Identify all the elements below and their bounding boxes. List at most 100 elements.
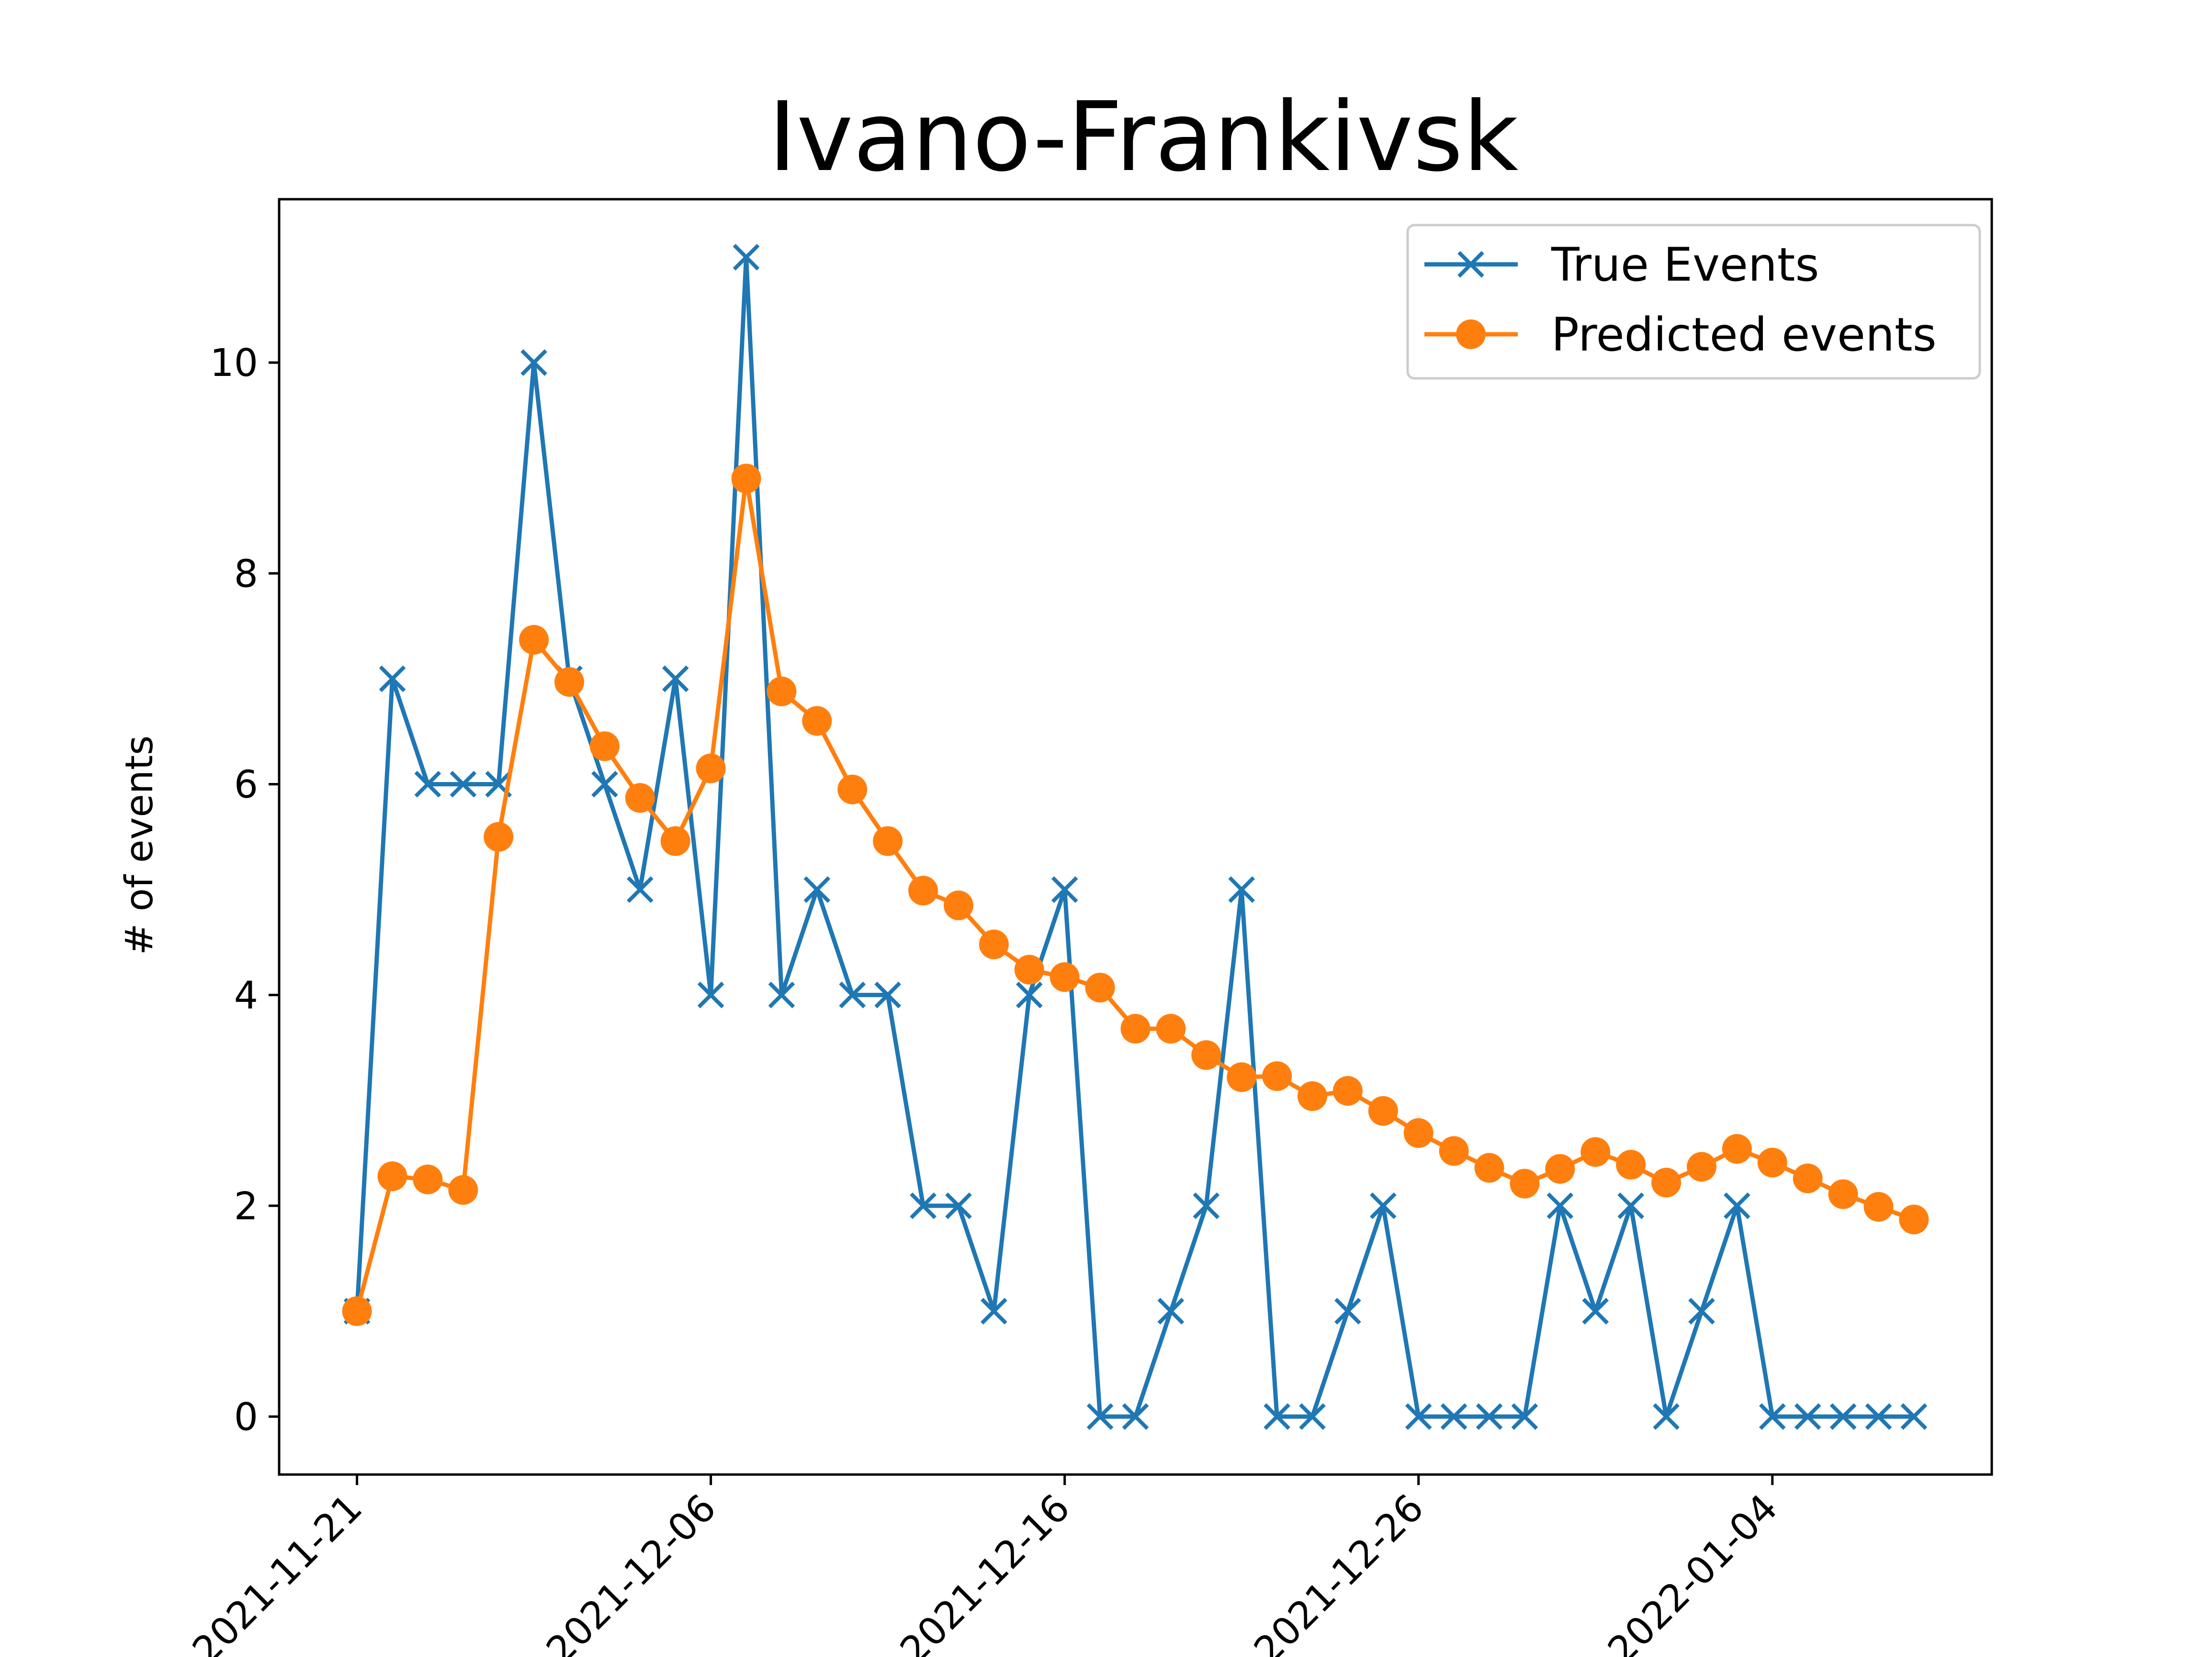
y-tick-label: 10 — [210, 341, 258, 385]
data-point — [662, 665, 689, 692]
data-point — [591, 771, 618, 798]
data-point — [450, 771, 477, 798]
data-point — [1722, 1134, 1752, 1164]
data-point — [910, 1192, 937, 1219]
data-point — [1086, 1403, 1114, 1430]
data-point — [1156, 1014, 1186, 1044]
legend-label: Predicted events — [1551, 308, 1937, 362]
data-point — [1405, 1403, 1432, 1430]
y-axis-label: # of events — [117, 736, 161, 955]
data-point — [1686, 1152, 1716, 1182]
data-point — [1334, 1298, 1361, 1325]
data-point — [554, 667, 585, 697]
data-point — [1157, 1298, 1185, 1325]
data-point — [696, 753, 726, 783]
data-point — [1794, 1403, 1821, 1430]
data-point — [1051, 876, 1078, 903]
data-point — [733, 244, 760, 271]
data-point — [1580, 1137, 1611, 1167]
data-point — [1545, 1154, 1575, 1184]
data-point — [520, 349, 547, 376]
y-tick-label: 0 — [234, 1395, 258, 1439]
data-point — [767, 676, 797, 706]
data-point — [1865, 1403, 1892, 1430]
data-point — [1085, 973, 1115, 1003]
axes-frame — [278, 198, 1993, 1476]
data-point — [484, 822, 514, 852]
data-point — [1900, 1403, 1928, 1430]
data-point — [1264, 1403, 1290, 1430]
data-point — [660, 826, 690, 856]
data-point — [589, 731, 620, 761]
data-point — [731, 464, 761, 494]
legend-label: True Events — [1551, 238, 1819, 292]
data-point — [803, 876, 831, 903]
data-point — [1546, 1192, 1574, 1219]
data-point — [802, 706, 832, 736]
data-point — [1688, 1298, 1715, 1325]
data-point — [1298, 1081, 1328, 1111]
data-point — [1899, 1204, 1929, 1235]
legend-marker — [1457, 251, 1484, 278]
series-2 — [342, 464, 1929, 1326]
data-point — [1793, 1163, 1823, 1193]
data-point — [1651, 1168, 1682, 1198]
data-point — [1440, 1403, 1467, 1430]
data-point — [1193, 1192, 1220, 1219]
data-point — [945, 1192, 972, 1219]
legend-box — [1406, 224, 1981, 380]
data-point — [1439, 1136, 1469, 1166]
data-point — [837, 774, 868, 805]
data-point — [379, 665, 406, 692]
data-point — [873, 826, 903, 856]
data-point — [1332, 1076, 1363, 1106]
data-point — [377, 1161, 407, 1192]
data-point — [627, 876, 654, 903]
data-point — [697, 981, 724, 1009]
data-point — [1829, 1403, 1857, 1430]
data-point — [1299, 1403, 1326, 1430]
data-point — [981, 1298, 1007, 1325]
data-point — [342, 1296, 372, 1326]
data-point — [1228, 876, 1255, 903]
y-tick-label: 2 — [234, 1184, 258, 1228]
data-point — [1368, 1096, 1398, 1126]
data-point — [1759, 1403, 1786, 1430]
data-point — [1262, 1061, 1292, 1091]
data-point — [1582, 1298, 1609, 1325]
data-point — [1828, 1179, 1858, 1209]
plot-background — [279, 199, 1992, 1475]
legend: True Events Predicted events — [1406, 224, 1981, 380]
data-point — [1474, 1153, 1504, 1183]
data-point — [413, 1164, 443, 1194]
data-point — [1510, 1169, 1540, 1199]
data-point — [1370, 1192, 1397, 1219]
data-point — [979, 929, 1009, 959]
y-tick-label: 4 — [234, 974, 258, 1018]
data-point — [908, 875, 938, 906]
data-point — [1617, 1192, 1644, 1219]
data-point — [1403, 1118, 1433, 1148]
data-point — [1616, 1149, 1646, 1180]
data-point — [943, 890, 973, 920]
data-point — [414, 771, 441, 798]
data-point — [1191, 1040, 1221, 1070]
series-layer — [342, 244, 1929, 1430]
legend-item: Predicted events — [1424, 308, 1937, 362]
data-point — [1016, 981, 1043, 1009]
data-point — [839, 981, 866, 1009]
data-point — [1227, 1062, 1257, 1092]
data-point — [448, 1175, 478, 1205]
data-point — [768, 981, 795, 1009]
data-point — [1653, 1403, 1680, 1430]
chart-title: Ivano-Frankivsk — [768, 81, 1519, 193]
data-point — [1050, 962, 1080, 992]
data-point — [1476, 1403, 1503, 1430]
series-1 — [343, 244, 1928, 1430]
data-point — [519, 624, 549, 655]
data-point — [1014, 954, 1044, 985]
data-point — [1757, 1147, 1787, 1178]
plot-area — [279, 199, 1992, 1475]
data-point — [1122, 1403, 1149, 1430]
